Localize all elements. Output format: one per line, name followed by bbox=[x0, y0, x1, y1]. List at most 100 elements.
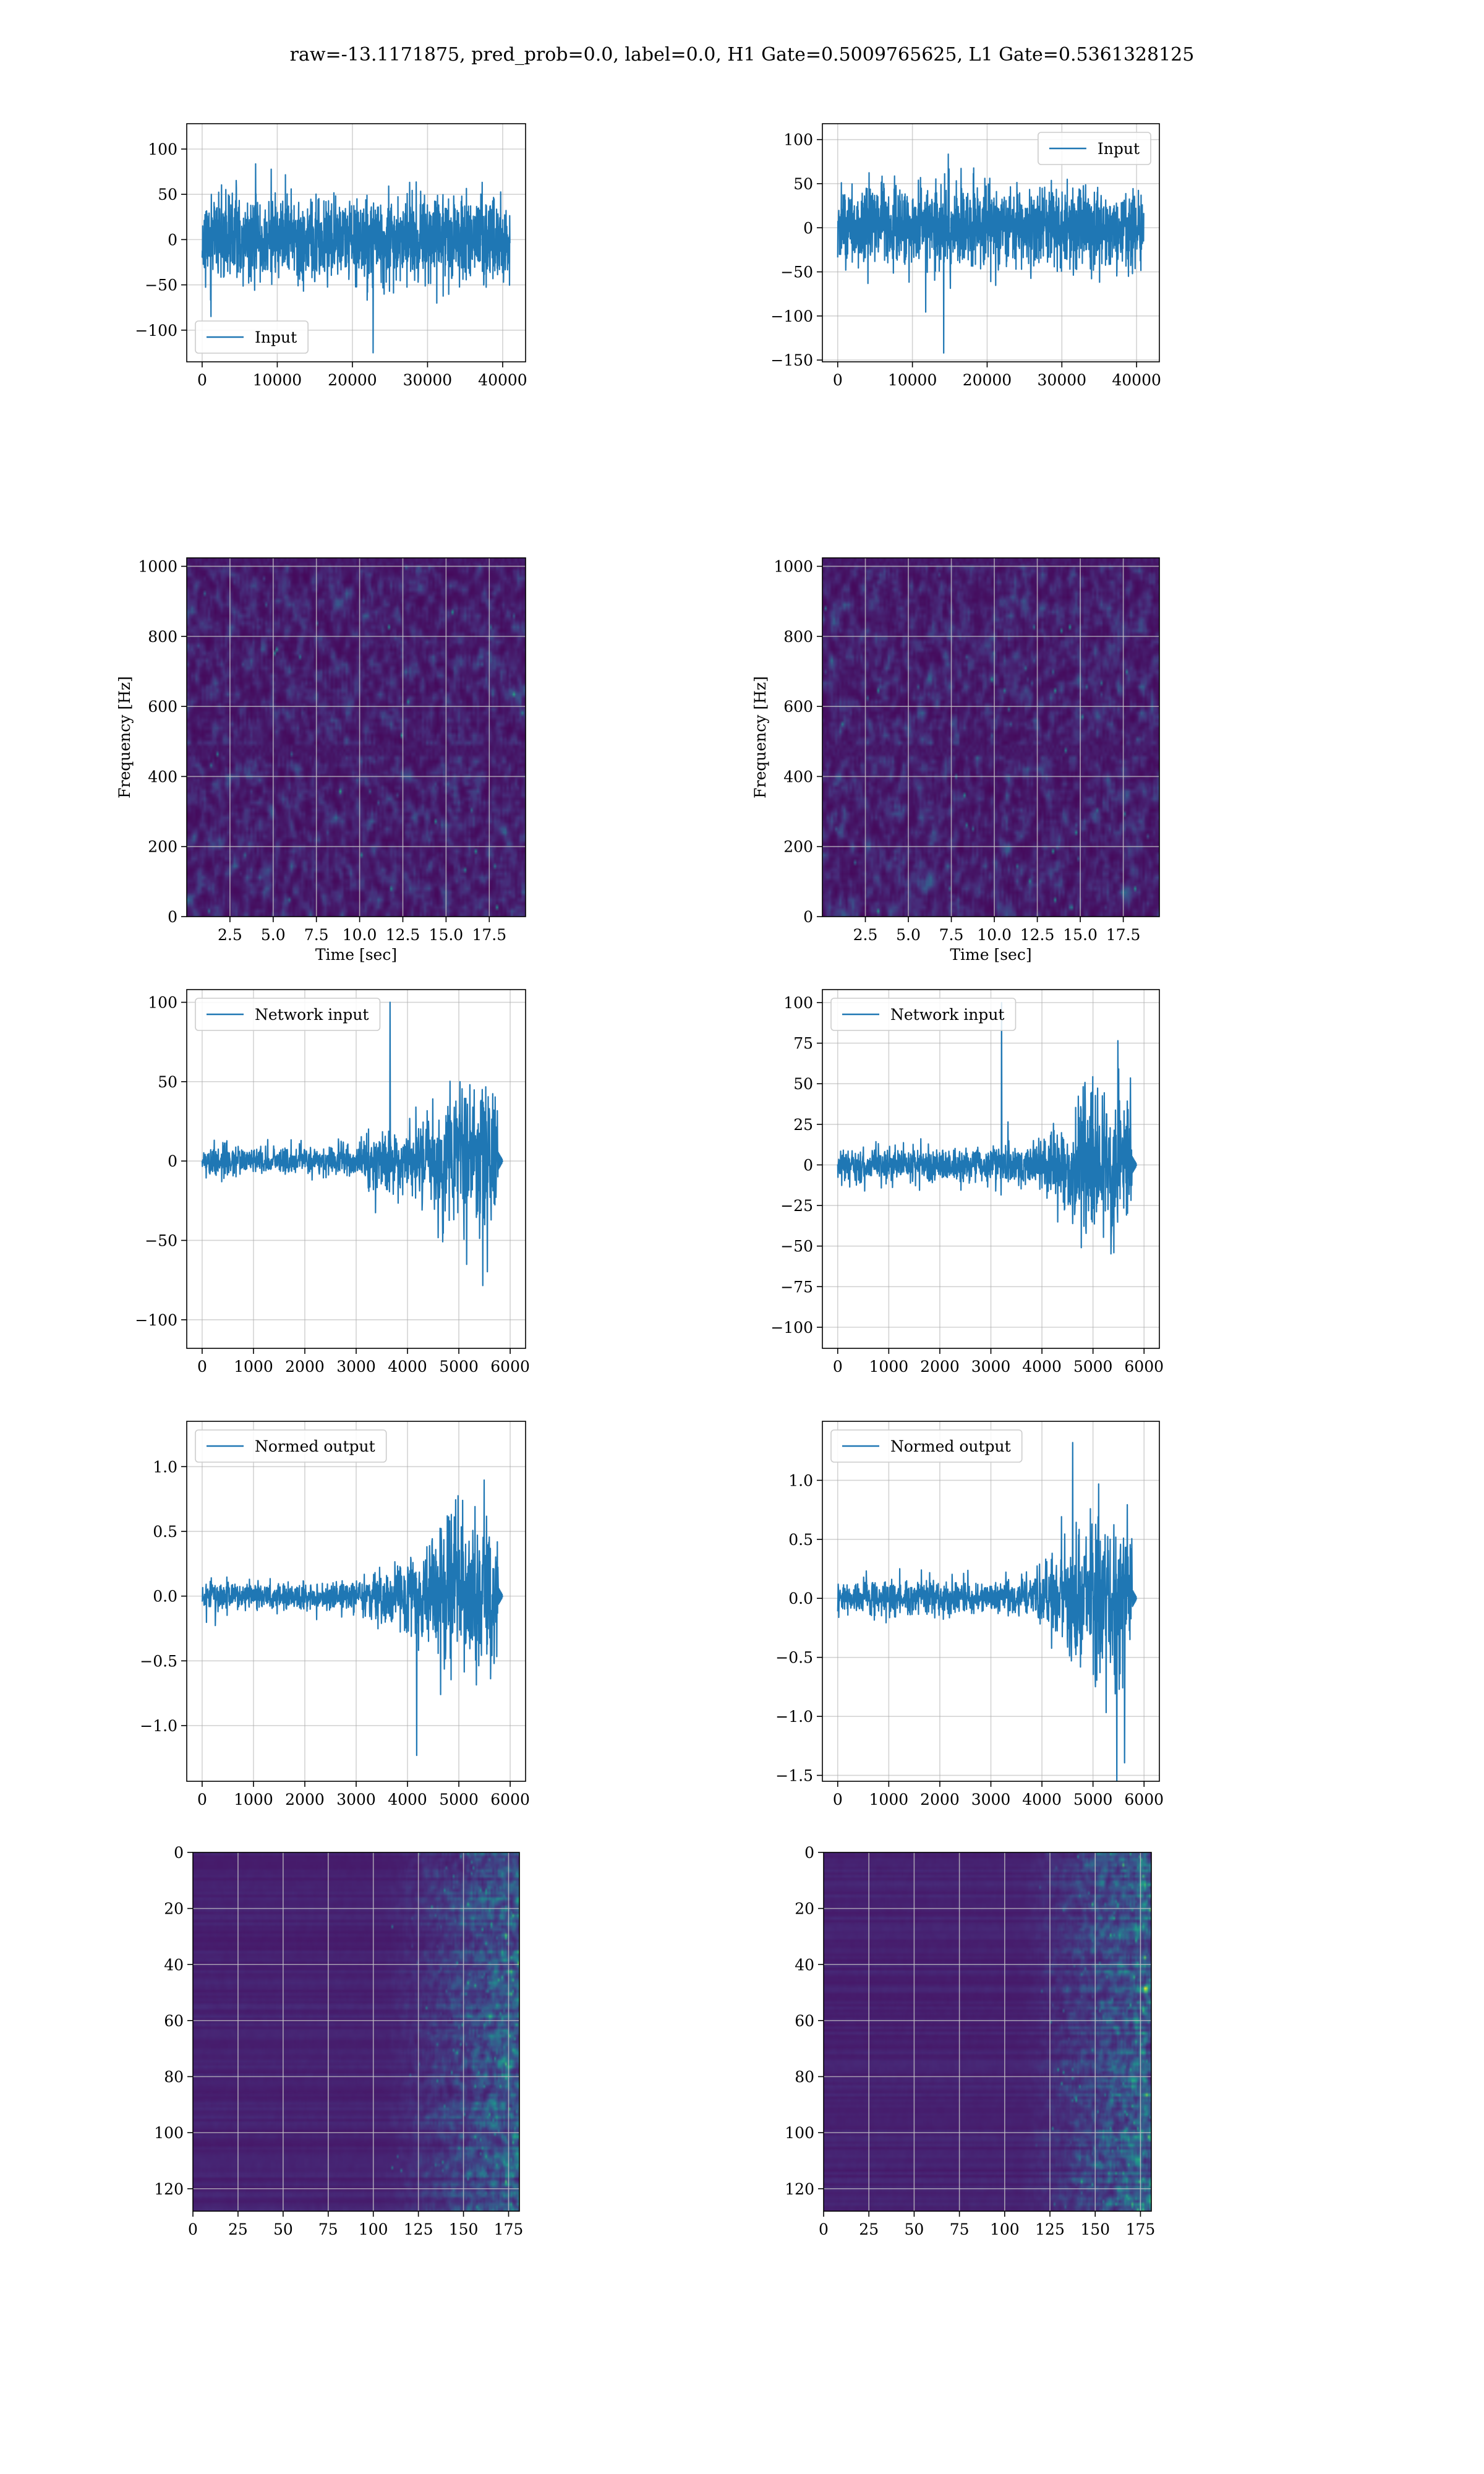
l1-input-x-tick-label: 20000 bbox=[963, 371, 1012, 389]
h1-input-x-tick-label: 20000 bbox=[328, 371, 377, 389]
l1-input-legend-box bbox=[1038, 132, 1151, 165]
l1-normed-output-x-tick-label: 0 bbox=[833, 1791, 843, 1808]
h1-input-y-tick-label: 0 bbox=[168, 231, 177, 249]
l1-normed-output-x-tick-label: 6000 bbox=[1124, 1791, 1164, 1808]
h1-input-x-tick-label: 40000 bbox=[478, 371, 527, 389]
h1-network-input-series-line bbox=[201, 1001, 503, 1286]
h1-normed-output-y-tick-label: −0.5 bbox=[140, 1652, 177, 1670]
h1-normed-output-y-tick-label: 0.5 bbox=[153, 1523, 177, 1541]
l1-network-input-y-tick-label: 100 bbox=[783, 994, 813, 1012]
h1-spectrogram-x-tick-label: 15.0 bbox=[429, 926, 464, 944]
h1-spectrogram-y-tick-label: 0 bbox=[168, 908, 177, 926]
l1-normed-output-y-tick-label: 1.0 bbox=[788, 1471, 813, 1489]
h1-normed-output-x-tick-label: 2000 bbox=[285, 1791, 325, 1808]
l1-normed-output-legend-label: Normed output bbox=[890, 1437, 1011, 1455]
h1-input-y-tick-label: −100 bbox=[135, 322, 177, 340]
l1-input-frame bbox=[822, 123, 1160, 362]
l1-spectrogram-heatmap-image bbox=[822, 558, 1159, 917]
l1-features-heatmap-image bbox=[824, 1852, 1151, 2211]
l1-normed-output-y-tick-label: 0.5 bbox=[788, 1531, 813, 1549]
l1-network-input-y-tick-label: −75 bbox=[780, 1278, 813, 1296]
l1-normed-output-x-tick-label: 1000 bbox=[869, 1791, 909, 1808]
h1-input-series-line bbox=[201, 163, 511, 354]
l1-network-input-x-tick-label: 5000 bbox=[1073, 1358, 1113, 1376]
l1-network-input-legend-label: Network input bbox=[890, 1006, 1004, 1024]
h1-normed-output-legend-box bbox=[195, 1429, 387, 1463]
h1-spectrogram-x-tick-label: 12.5 bbox=[386, 926, 420, 944]
h1-input-x-tick-label: 30000 bbox=[403, 371, 453, 389]
h1-spectrogram-axes: 2.5 5.0 7.5 10.0 12.5 15.0 17.5 0 200 400 600 800 10… bbox=[116, 557, 526, 964]
l1-network-input-y-tick-label: −100 bbox=[770, 1319, 813, 1337]
l1-spectrogram-y-tick-label: 1000 bbox=[774, 558, 813, 576]
h1-network-input-y-tick-label: 100 bbox=[148, 994, 177, 1012]
h1-spectrogram-y-tick-label: 1000 bbox=[138, 558, 177, 576]
h1-network-input-legend: Network input bbox=[195, 998, 381, 1031]
subplot-grid: 0 10000 20000 30000 40000−100−50050100Input0… bbox=[116, 123, 1164, 2238]
h1-features-y-tick-label: 40 bbox=[164, 1956, 184, 1974]
l1-spectrogram-y-tick-label: 0 bbox=[803, 908, 813, 926]
l1-network-input-x-tick-label: 3000 bbox=[971, 1358, 1011, 1376]
l1-spectrogram-x-tick-label: 2.5 bbox=[853, 926, 878, 944]
l1-features-y-tick-label: 60 bbox=[795, 2012, 814, 2030]
h1-network-input-x-tick-label: 6000 bbox=[490, 1358, 530, 1376]
h1-normed-output-axes: 0 1000 2000 3000 4000 5000 6000 −1.0 −0.5 0.0 0.5 1… bbox=[140, 1421, 530, 1808]
h1-network-input-x-tick-label: 5000 bbox=[439, 1358, 479, 1376]
h1-spectrogram-y-tick-label: 800 bbox=[148, 628, 177, 646]
h1-features-y-tick-label: 20 bbox=[164, 1900, 184, 1918]
l1-input-x-tick-label: 10000 bbox=[888, 371, 937, 389]
h1-spectrogram-x-tick-label: 2.5 bbox=[218, 926, 242, 944]
h1-input-legend: Input bbox=[195, 320, 309, 354]
figure-suptitle: raw=-13.1171875, pred_prob=0.0, label=0.… bbox=[290, 44, 1195, 66]
l1-features-x-tick-label: 100 bbox=[990, 2220, 1020, 2238]
l1-input-x-tick-label: 0 bbox=[833, 371, 843, 389]
h1-spectrogram-y-tick-label: 400 bbox=[148, 768, 177, 785]
l1-input-series-line bbox=[837, 153, 1145, 354]
l1-features-x-tick-label: 0 bbox=[819, 2220, 829, 2238]
h1-input-frame bbox=[186, 123, 526, 362]
h1-input-axes: 0 10000 20000 30000 40000 −100 −50 0 50 100 Input bbox=[135, 123, 527, 389]
l1-network-input-y-tick-label: 0 bbox=[803, 1156, 813, 1174]
l1-features-y-tick-label: 20 bbox=[795, 1900, 814, 1918]
h1-features-y-tick-label: 80 bbox=[164, 2068, 184, 2086]
l1-spectrogram-x-tick-label: 10.0 bbox=[977, 926, 1012, 944]
h1-features-x-tick-label: 100 bbox=[359, 2220, 388, 2238]
l1-network-input-x-tick-label: 2000 bbox=[920, 1358, 960, 1376]
l1-spectrogram-y-tick-label: 600 bbox=[783, 698, 813, 716]
l1-input-y-tick-label: −150 bbox=[770, 351, 813, 369]
h1-normed-output-x-tick-label: 4000 bbox=[388, 1791, 427, 1808]
h1-features-x-tick-label: 75 bbox=[318, 2220, 338, 2238]
h1-network-input-y-tick-label: 50 bbox=[158, 1073, 177, 1091]
l1-spectrogram-x-tick-label: 12.5 bbox=[1020, 926, 1055, 944]
l1-features-y-tick-label: 80 bbox=[795, 2068, 814, 2086]
h1-spectrogram-grid bbox=[187, 558, 526, 917]
h1-features-x-tick-label: 0 bbox=[188, 2220, 198, 2238]
h1-spectrogram-x-tick-label: 17.5 bbox=[472, 926, 506, 944]
l1-input-y-tick-label: 0 bbox=[803, 219, 813, 237]
h1-normed-output-x-tick-label: 0 bbox=[197, 1791, 207, 1808]
l1-normed-output-x-tick-label: 4000 bbox=[1022, 1791, 1062, 1808]
l1-spectrogram-y-tick-label: 800 bbox=[783, 628, 813, 646]
l1-normed-output-legend-box bbox=[830, 1429, 1023, 1463]
l1-normed-output-axes: 0 1000 2000 3000 4000 5000 6000 −1.5 −1.0 −0.5 0.0… bbox=[775, 1421, 1164, 1808]
l1-network-input-x-tick-label: 6000 bbox=[1124, 1358, 1164, 1376]
h1-normed-output-x-tick-label: 5000 bbox=[439, 1791, 479, 1808]
l1-input-y-tick-label: −50 bbox=[780, 263, 813, 281]
l1-input-x-tick-label: 40000 bbox=[1112, 371, 1161, 389]
l1-normed-output-x-tick-label: 5000 bbox=[1073, 1791, 1113, 1808]
l1-spectrogram-axes: 2.5 5.0 7.5 10.0 12.5 15.0 17.5 0 200 400 600 800 10… bbox=[751, 557, 1160, 964]
h1-input-x-tick-label: 10000 bbox=[253, 371, 302, 389]
l1-network-input-y-tick-label: −25 bbox=[780, 1197, 813, 1215]
l1-network-input-legend-box bbox=[830, 998, 1017, 1031]
l1-normed-output-y-tick-label: 0.0 bbox=[788, 1590, 813, 1607]
l1-network-input-x-tick-label: 4000 bbox=[1022, 1358, 1062, 1376]
l1-normed-output-y-tick-label: −1.5 bbox=[775, 1766, 813, 1784]
h1-features-y-tick-label: 100 bbox=[154, 2124, 184, 2142]
h1-normed-output-y-tick-label: 1.0 bbox=[153, 1458, 177, 1476]
h1-spectrogram-x-axis-label: Time [sec] bbox=[315, 946, 397, 964]
l1-normed-output-y-tick-label: −1.0 bbox=[775, 1708, 813, 1726]
h1-network-input-x-tick-label: 0 bbox=[197, 1358, 207, 1376]
l1-network-input-axes: 0 1000 2000 3000 4000 5000 6000 −100 −75 −50 −25 0 2… bbox=[770, 989, 1164, 1376]
h1-features-axes: 0 25 50 75 100 125 150 175 0 20 40 60 80 100 120 bbox=[154, 1844, 523, 2238]
h1-normed-output-x-tick-label: 6000 bbox=[490, 1791, 530, 1808]
